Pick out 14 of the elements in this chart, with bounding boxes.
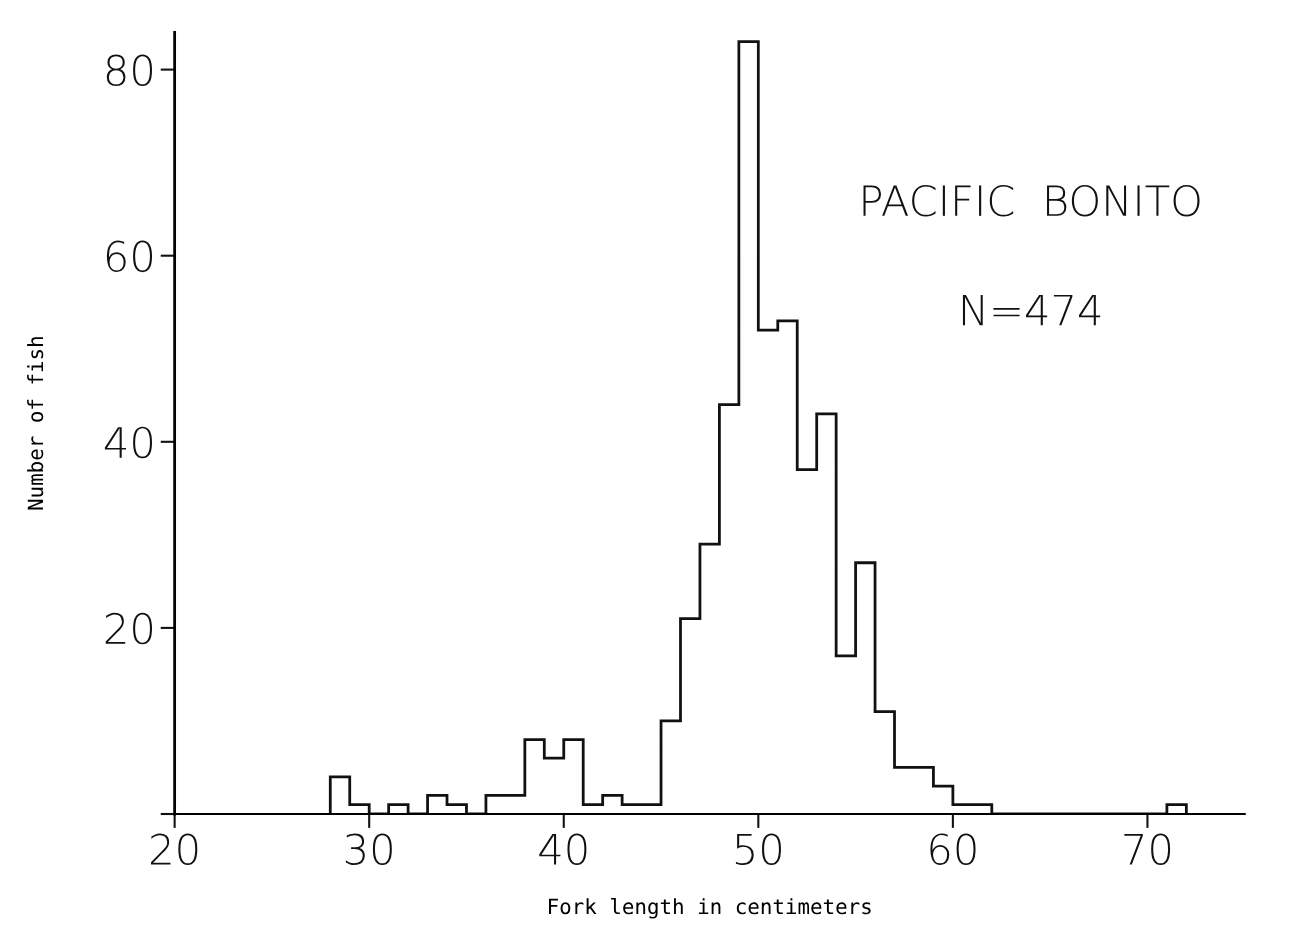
x-axis-title: Fork length in centimeters bbox=[549, 898, 871, 919]
y-tick-label: 40 bbox=[104, 426, 153, 459]
y-tick-label: 20 bbox=[105, 612, 153, 645]
y-tick-label: 80 bbox=[106, 54, 153, 87]
y-axis-title: Number of fish bbox=[27, 337, 44, 510]
x-tick-label: 40 bbox=[539, 833, 587, 866]
annotation: PACIFIC BONITO bbox=[863, 184, 1200, 217]
x-tick-label: 20 bbox=[151, 833, 198, 866]
x-tick-label: 50 bbox=[735, 833, 781, 866]
x-tick-label: 30 bbox=[345, 833, 392, 866]
annotation: N=474 bbox=[962, 294, 1101, 326]
x-tick-label: 70 bbox=[1124, 833, 1171, 866]
x-tick-label: 60 bbox=[930, 833, 976, 866]
y-tick-label: 60 bbox=[106, 240, 153, 273]
